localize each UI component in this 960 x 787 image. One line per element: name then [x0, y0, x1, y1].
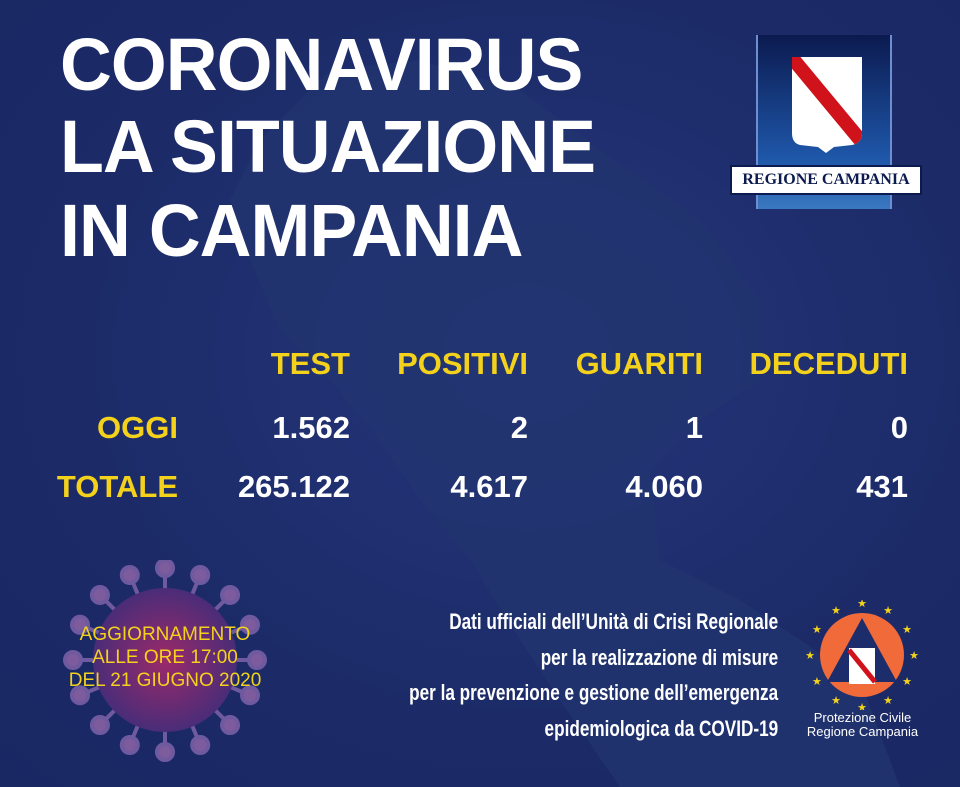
- oggi-guariti: 1: [685, 410, 703, 445]
- star-icon: ★: [883, 605, 893, 617]
- source-note: Dati ufficiali dell’Unità di Crisi Regio…: [409, 604, 778, 746]
- star-icon: ★: [909, 650, 919, 662]
- virus-spike-tip: [89, 715, 110, 736]
- oggi-deceduti: 0: [890, 410, 908, 445]
- star-icon: ★: [805, 650, 815, 662]
- star-icon: ★: [812, 676, 822, 688]
- totale-deceduti: 431: [856, 469, 908, 504]
- virus-spike-tip: [239, 685, 260, 706]
- star-icon: ★: [831, 605, 841, 617]
- protezione-civile-label: Protezione Civile Regione Campania: [790, 711, 935, 739]
- oggi-positivi: 2: [510, 410, 528, 445]
- regione-campania-logo: REGIONE CAMPANIA: [730, 35, 922, 209]
- header-test: TEST: [270, 346, 350, 381]
- header-guariti: GUARITI: [575, 346, 703, 381]
- source-line-2: per la realizzazione di misure: [540, 644, 778, 670]
- virus-spike-tip: [239, 614, 260, 635]
- star-icon: ★: [857, 702, 867, 710]
- star-icon: ★: [902, 624, 912, 636]
- pc-line-2: Regione Campania: [806, 724, 919, 739]
- shield-icon: [792, 57, 862, 153]
- virus-spike-tip: [155, 742, 175, 762]
- star-icon: ★: [812, 624, 822, 636]
- star-icon: ★: [831, 695, 841, 707]
- totale-guariti: 4.060: [625, 469, 703, 504]
- row-label-totale: TOTALE: [56, 469, 178, 504]
- virus-spike-tip: [247, 650, 267, 670]
- star-icon: ★: [883, 695, 893, 707]
- virus-spike-tip: [63, 650, 83, 670]
- virus-spike-tip: [89, 584, 110, 605]
- star-icon: ★: [902, 676, 912, 688]
- virus-spike-tip: [70, 614, 91, 635]
- virus-spike-tip: [220, 584, 241, 605]
- row-label-oggi: OGGI: [97, 410, 178, 445]
- logo-label: REGIONE CAMPANIA: [730, 165, 922, 195]
- protezione-civile-logo: ★ ★ ★ ★ ★ ★ ★ ★ ★ ★ ★ ★: [805, 600, 919, 710]
- update-line-2: ALLE ORE 17:00: [92, 647, 238, 668]
- title-line-3: IN CAMPANIA: [60, 189, 524, 272]
- header-deceduti: DECEDUTI: [749, 346, 908, 381]
- virus-spike-tip: [220, 715, 241, 736]
- update-line-1: AGGIORNAMENTO: [79, 624, 251, 645]
- update-line-3: DEL 21 GIUGNO 2020: [68, 670, 262, 691]
- virus-spike-tip: [190, 734, 211, 755]
- oggi-test: 1.562: [272, 410, 350, 445]
- star-icon: ★: [857, 600, 867, 610]
- virus-icon: [63, 560, 267, 762]
- virus-spike-tip: [70, 685, 91, 706]
- update-text: AGGIORNAMENTO ALLE ORE 17:00 DEL 21 GIUG…: [40, 623, 290, 692]
- pc-line-1: Protezione Civile: [813, 710, 912, 725]
- virus-spike-tip: [119, 734, 140, 755]
- virus-spike-tip: [190, 565, 211, 586]
- source-line-3: per la prevenzione e gestione dell’emerg…: [408, 680, 778, 705]
- title-line-2: LA SITUAZIONE: [60, 105, 596, 188]
- title-line-1: CORONAVIRUS: [60, 23, 583, 106]
- header-positivi: POSITIVI: [397, 346, 528, 381]
- source-line-4: epidemiologica da COVID-19: [544, 715, 778, 741]
- virus-spike-tip: [155, 560, 175, 578]
- virus-spike-tip: [119, 565, 140, 586]
- totale-test: 265.122: [237, 469, 350, 504]
- totale-positivi: 4.617: [450, 469, 528, 504]
- source-line-1: Dati ufficiali dell’Unità di Crisi Regio…: [449, 609, 778, 634]
